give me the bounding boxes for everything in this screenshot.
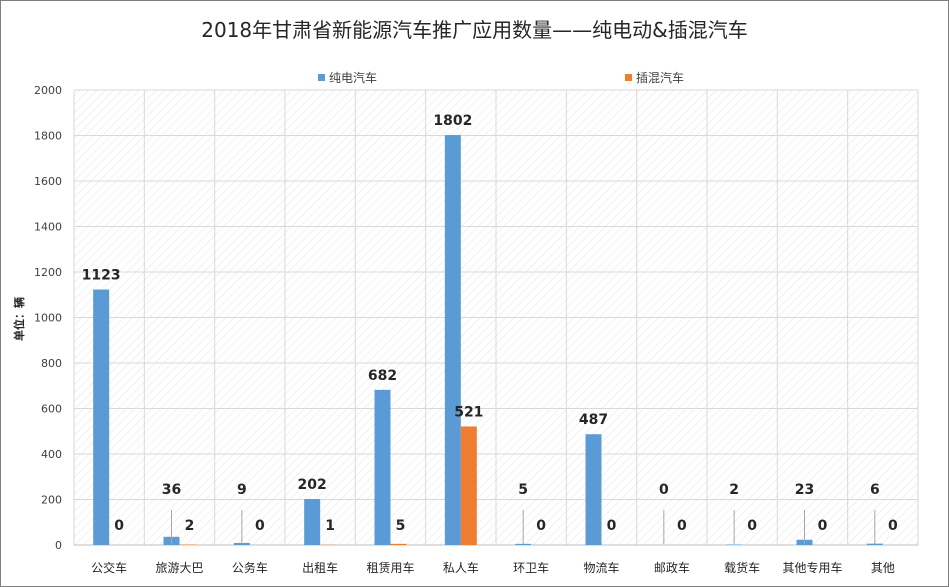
bar-series-1: [374, 389, 391, 545]
data-label: 0: [818, 518, 828, 534]
x-tick-label: 租赁用车: [366, 560, 414, 575]
data-label: 2: [185, 518, 195, 534]
data-label: 2: [729, 482, 739, 498]
legend-swatch-series-1: [318, 74, 325, 81]
data-label: 5: [518, 482, 528, 498]
x-tick-label: 载货车: [724, 560, 760, 575]
data-label: 1802: [433, 113, 472, 129]
y-tick-label: 400: [41, 448, 62, 461]
bar-series-1: [304, 499, 321, 545]
y-tick-label: 200: [41, 494, 62, 507]
bar-series-1: [93, 289, 110, 545]
y-tick-label: 0: [55, 539, 62, 552]
bar-series-1: [866, 543, 883, 545]
data-label: 1123: [82, 268, 121, 284]
data-label: 487: [579, 412, 608, 428]
data-label: 9: [237, 482, 247, 498]
legend-label-series-1: 纯电汽车: [329, 71, 378, 85]
y-tick-label: 1200: [34, 266, 62, 279]
bar-series-2: [460, 426, 477, 545]
y-tick-label: 1000: [34, 312, 62, 325]
data-label: 0: [747, 518, 757, 534]
data-label: 0: [659, 482, 669, 498]
legend-item-series-1: 纯电汽车: [318, 69, 377, 86]
y-tick-label: 1800: [34, 130, 62, 143]
y-tick-label: 800: [41, 357, 62, 370]
x-tick-label: 环卫车: [513, 560, 549, 575]
y-tick-label: 2000: [34, 84, 62, 97]
data-label: 5: [396, 518, 406, 534]
legend-swatch-series-2: [625, 74, 632, 81]
bar-series-1: [444, 135, 461, 546]
data-label: 23: [795, 482, 814, 498]
legend-label-series-2: 插混汽车: [636, 71, 685, 85]
bar-series-1: [515, 543, 532, 545]
x-tick-label: 物流车: [583, 560, 619, 575]
y-tick-label: 1600: [34, 175, 62, 188]
bar-series-2: [390, 543, 407, 545]
data-label: 0: [114, 518, 124, 534]
y-tick-label: 1400: [34, 221, 62, 234]
x-tick-label: 私人车: [443, 560, 479, 575]
data-label: 1: [325, 518, 335, 534]
chart-title: 2018年甘肃省新能源汽车推广应用数量——纯电动&插混汽车: [201, 18, 748, 42]
x-tick-label: 公交车: [91, 560, 127, 575]
data-label: 6: [870, 482, 880, 498]
x-tick-label: 其他: [871, 561, 895, 575]
x-tick-label: 旅游大巴: [155, 561, 203, 575]
data-label: 682: [368, 368, 397, 384]
data-label: 0: [677, 518, 687, 534]
data-label: 0: [888, 518, 898, 534]
legend-item-series-2: 插混汽车: [625, 69, 684, 86]
data-label: 0: [255, 518, 265, 534]
data-label: 0: [536, 518, 546, 534]
x-tick-label: 公务车: [232, 560, 268, 575]
y-tick-label: 600: [41, 403, 62, 416]
data-label: 36: [162, 482, 181, 498]
data-label: 0: [607, 518, 617, 534]
x-tick-label: 其他专用车: [782, 560, 842, 575]
x-tick-label: 邮政车: [654, 560, 690, 575]
x-tick-label: 出租车: [302, 560, 338, 575]
bar-series-1: [585, 434, 602, 545]
data-label: 202: [298, 477, 327, 493]
data-label: 521: [454, 404, 483, 420]
